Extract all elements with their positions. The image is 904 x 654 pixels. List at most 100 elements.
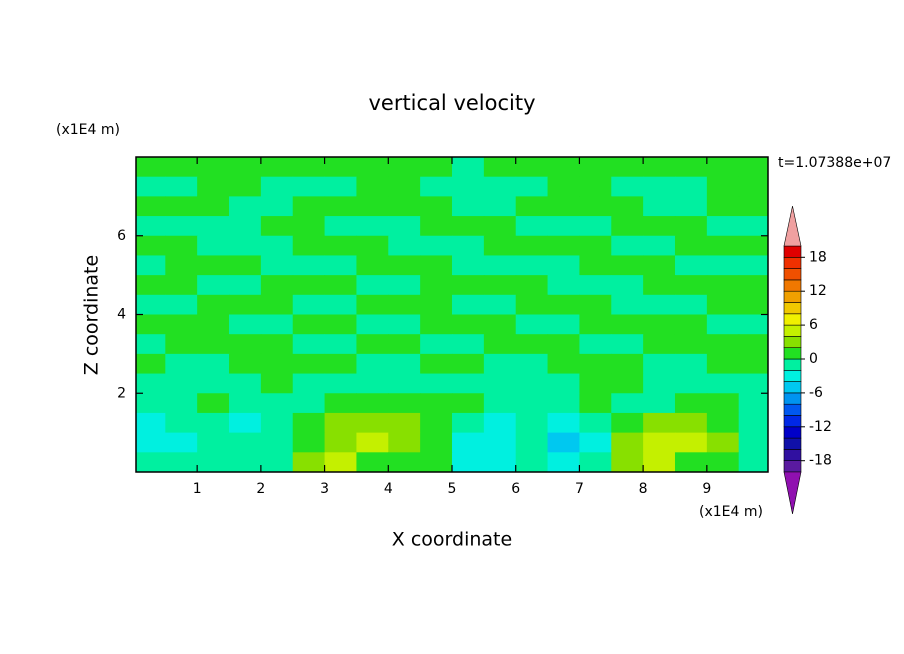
field-cell bbox=[515, 353, 549, 375]
field-cell bbox=[738, 432, 768, 453]
x-tick-label: 8 bbox=[639, 481, 648, 497]
field-cell bbox=[197, 275, 230, 296]
field-cell bbox=[356, 353, 389, 375]
field-cell bbox=[136, 157, 166, 178]
field-cell bbox=[579, 294, 612, 315]
field-cell bbox=[292, 196, 326, 217]
field-cell bbox=[260, 196, 294, 217]
field-cell bbox=[356, 314, 389, 335]
colorbar-extend-low bbox=[783, 471, 802, 515]
field-cell bbox=[324, 452, 357, 472]
colorbar-box bbox=[783, 279, 802, 292]
field-cell bbox=[197, 196, 230, 217]
field-cell bbox=[452, 373, 485, 394]
field-cell bbox=[674, 393, 708, 414]
field-cell bbox=[260, 216, 294, 237]
field-cell bbox=[260, 353, 294, 375]
field-cell bbox=[738, 216, 768, 237]
field-cell bbox=[136, 275, 166, 296]
colorbar-box bbox=[783, 392, 802, 405]
field-cell bbox=[643, 196, 676, 217]
field-cell bbox=[547, 157, 580, 178]
field-cell bbox=[611, 412, 644, 434]
field-cell bbox=[515, 255, 549, 276]
field-cell bbox=[292, 452, 326, 472]
field-cell bbox=[483, 373, 517, 394]
field-cell bbox=[229, 294, 262, 315]
field-cell bbox=[165, 314, 198, 335]
field-cell bbox=[136, 373, 166, 394]
field-cell bbox=[136, 294, 166, 315]
field-cell bbox=[292, 235, 326, 256]
colorbar-box bbox=[783, 290, 802, 303]
field-cell bbox=[324, 216, 357, 237]
colorbar-box bbox=[783, 449, 802, 461]
field-cell bbox=[260, 255, 294, 276]
colorbar-tick-label: 6 bbox=[809, 317, 818, 333]
field-cell bbox=[197, 452, 230, 472]
field-cell bbox=[324, 235, 357, 256]
colorbar-box bbox=[783, 426, 802, 439]
x-tick-label: 4 bbox=[384, 481, 393, 497]
field-cell bbox=[292, 373, 326, 394]
x-tick-label: 3 bbox=[320, 481, 329, 497]
field-cell bbox=[579, 275, 612, 296]
field-cell bbox=[165, 334, 198, 355]
field-cell bbox=[515, 334, 549, 355]
field-cell bbox=[388, 176, 421, 197]
colorbar-tick-label: 18 bbox=[809, 249, 827, 265]
field-cell bbox=[136, 353, 166, 375]
field-cell bbox=[197, 294, 230, 315]
field-cell bbox=[643, 373, 676, 394]
field-cell bbox=[229, 373, 262, 394]
field-cell bbox=[420, 334, 453, 355]
field-cell bbox=[579, 216, 612, 237]
field-cell bbox=[738, 393, 768, 414]
field-cell bbox=[420, 373, 453, 394]
field-cell bbox=[643, 393, 676, 414]
colorbar-tick-label: -18 bbox=[809, 453, 832, 469]
field-cell bbox=[706, 275, 740, 296]
field-cell bbox=[260, 393, 294, 414]
field-cell bbox=[292, 294, 326, 315]
field-cell bbox=[197, 176, 230, 197]
field-cell bbox=[356, 393, 389, 414]
field-cell bbox=[738, 353, 768, 375]
field-cell bbox=[706, 373, 740, 394]
x-tick-label: 9 bbox=[702, 481, 711, 497]
field-cell bbox=[452, 157, 485, 178]
field-cell bbox=[611, 196, 644, 217]
field-cell bbox=[706, 196, 740, 217]
field-cell bbox=[136, 393, 166, 414]
field-cell bbox=[197, 353, 230, 375]
field-cell bbox=[136, 412, 166, 434]
x-axis-label: X coordinate bbox=[392, 529, 512, 551]
chart-title: vertical velocity bbox=[368, 91, 535, 115]
field-cell bbox=[611, 294, 644, 315]
field-cell bbox=[643, 176, 676, 197]
field-cell bbox=[515, 294, 549, 315]
field-cell bbox=[579, 412, 612, 434]
field-cell bbox=[388, 412, 421, 434]
field-cell bbox=[229, 196, 262, 217]
field-cell bbox=[483, 157, 517, 178]
field-cell bbox=[579, 235, 612, 256]
field-cell bbox=[579, 196, 612, 217]
field-cell bbox=[643, 294, 676, 315]
field-cell bbox=[579, 334, 612, 355]
colorbar-box bbox=[783, 347, 802, 360]
field-cell bbox=[420, 157, 453, 178]
field-cell bbox=[706, 157, 740, 178]
field-cell bbox=[706, 393, 740, 414]
field-cell bbox=[260, 334, 294, 355]
field-cell bbox=[674, 432, 708, 453]
field-cell bbox=[420, 393, 453, 414]
field-cell bbox=[260, 373, 294, 394]
field-cell bbox=[260, 452, 294, 472]
field-cell bbox=[292, 314, 326, 335]
field-cell bbox=[260, 275, 294, 296]
x-tick-label: 7 bbox=[575, 481, 584, 497]
colorbar-box bbox=[783, 256, 802, 269]
field-cell bbox=[197, 373, 230, 394]
